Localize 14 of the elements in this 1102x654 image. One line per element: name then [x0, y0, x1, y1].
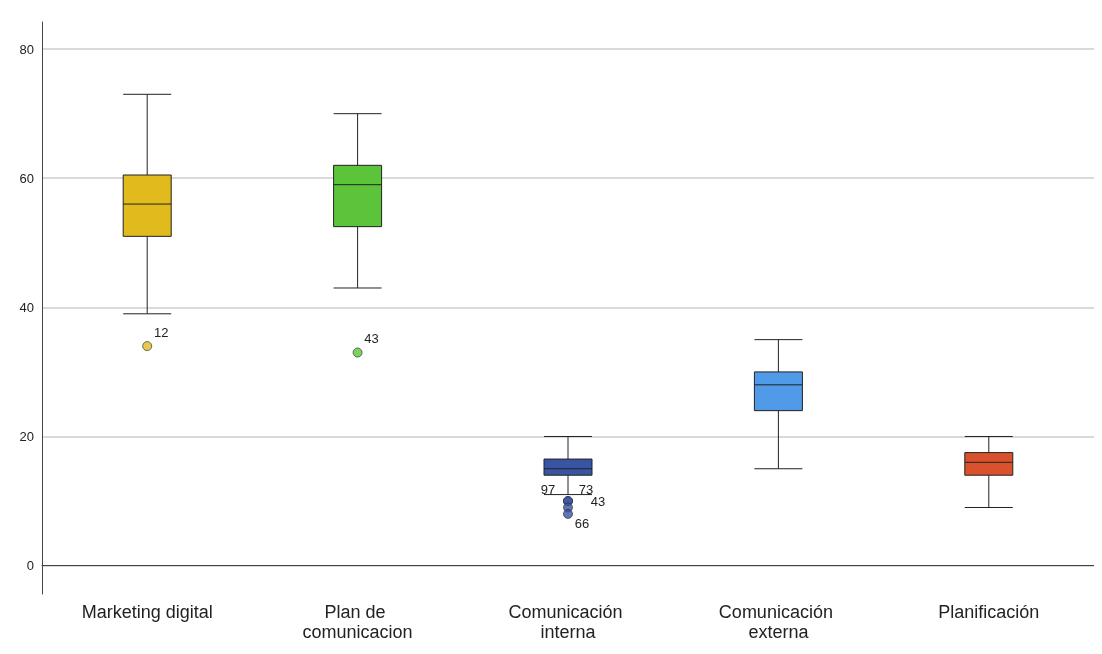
x-tick-label: Marketing digital — [81, 602, 213, 622]
y-tick-label: 80 — [19, 41, 34, 57]
y-tick-label: 0 — [26, 558, 34, 574]
annotation: 97 — [540, 481, 556, 497]
annotation: 43 — [364, 331, 379, 347]
x-tick-label: Comunicación interna — [508, 602, 628, 642]
x-tick-label: Plan de comunicacion — [302, 602, 413, 642]
y-tick-label: 40 — [19, 299, 34, 315]
x-tick-label: Planificación — [938, 602, 1040, 622]
y-tick-label: 60 — [19, 170, 34, 186]
annotation: 66 — [574, 516, 590, 532]
annotation: 12 — [153, 324, 169, 340]
x-tick-label: Comunicación externa — [718, 602, 838, 642]
y-tick-label: 20 — [19, 428, 34, 444]
